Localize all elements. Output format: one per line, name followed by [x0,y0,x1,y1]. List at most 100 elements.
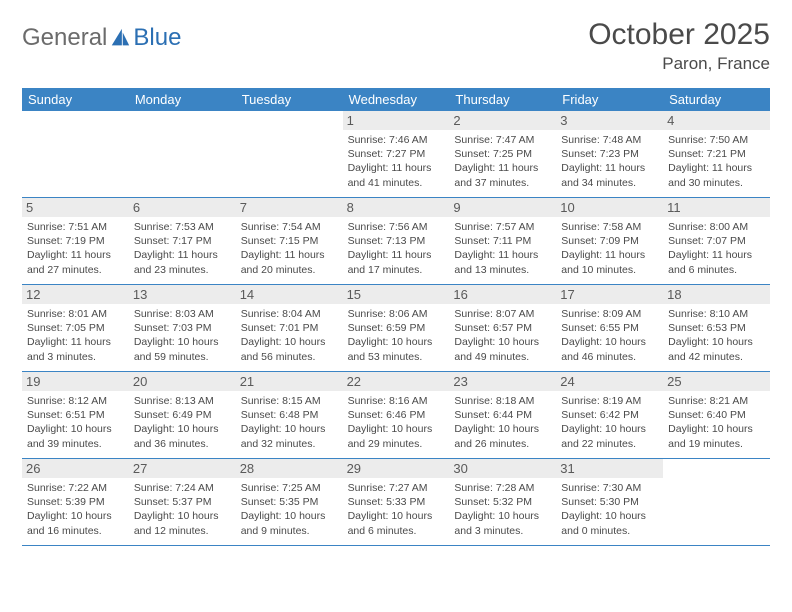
day-number: 27 [129,459,236,478]
day-details: Sunrise: 7:28 AMSunset: 5:32 PMDaylight:… [454,481,551,538]
day-number: 19 [22,372,129,391]
calendar-week: 1 Sunrise: 7:46 AMSunset: 7:27 PMDaylight… [22,111,770,198]
day-number: 11 [663,198,770,217]
calendar-day: 1 Sunrise: 7:46 AMSunset: 7:27 PMDaylight… [343,111,450,197]
day-details: Sunrise: 7:47 AMSunset: 7:25 PMDaylight:… [454,133,551,190]
day-number: 10 [556,198,663,217]
day-number: 20 [129,372,236,391]
weekday-header: Wednesday [343,88,450,111]
day-number: 24 [556,372,663,391]
day-details: Sunrise: 8:00 AMSunset: 7:07 PMDaylight:… [668,220,765,277]
day-number: 26 [22,459,129,478]
calendar-day: 11 Sunrise: 8:00 AMSunset: 7:07 PMDayligh… [663,198,770,284]
day-details: Sunrise: 8:19 AMSunset: 6:42 PMDaylight:… [561,394,658,451]
calendar-day: 21Sunrise: 8:15 AMSunset: 6:48 PMDayligh… [236,372,343,458]
day-number: 7 [236,198,343,217]
calendar-day: 29 Sunrise: 7:27 AMSunset: 5:33 PMDayligh… [343,459,450,545]
calendar-day [663,459,770,545]
day-details: Sunrise: 8:06 AMSunset: 6:59 PMDaylight:… [348,307,445,364]
day-number: 9 [449,198,556,217]
calendar-body: 1 Sunrise: 7:46 AMSunset: 7:27 PMDaylight… [22,111,770,546]
day-number: 25 [663,372,770,391]
day-details: Sunrise: 7:30 AMSunset: 5:30 PMDaylight:… [561,481,658,538]
calendar-week: 26 Sunrise: 7:22 AMSunset: 5:39 PMDayligh… [22,459,770,546]
day-details: Sunrise: 8:10 AMSunset: 6:53 PMDaylight:… [668,307,765,364]
day-number: 16 [449,285,556,304]
day-details: Sunrise: 8:01 AMSunset: 7:05 PMDaylight:… [27,307,124,364]
calendar-day [22,111,129,197]
weekday-header: Monday [129,88,236,111]
day-details: Sunrise: 7:56 AMSunset: 7:13 PMDaylight:… [348,220,445,277]
day-number: 31 [556,459,663,478]
weekday-header: Sunday [22,88,129,111]
day-number: 17 [556,285,663,304]
month-title: October 2025 [588,18,770,52]
calendar-day: 3 Sunrise: 7:48 AMSunset: 7:23 PMDaylight… [556,111,663,197]
day-number: 22 [343,372,450,391]
calendar-day: 7 Sunrise: 7:54 AMSunset: 7:15 PMDaylight… [236,198,343,284]
calendar-day: 4 Sunrise: 7:50 AMSunset: 7:21 PMDaylight… [663,111,770,197]
weekday-header: Thursday [449,88,556,111]
day-details: Sunrise: 8:12 AMSunset: 6:51 PMDaylight:… [27,394,124,451]
day-details: Sunrise: 8:18 AMSunset: 6:44 PMDaylight:… [454,394,551,451]
calendar-day: 18 Sunrise: 8:10 AMSunset: 6:53 PMDayligh… [663,285,770,371]
day-number: 29 [343,459,450,478]
day-number: 6 [129,198,236,217]
day-number: 2 [449,111,556,130]
day-details: Sunrise: 7:46 AMSunset: 7:27 PMDaylight:… [348,133,445,190]
calendar-day: 24 Sunrise: 8:19 AMSunset: 6:42 PMDayligh… [556,372,663,458]
day-number: 12 [22,285,129,304]
calendar-day: 8 Sunrise: 7:56 AMSunset: 7:13 PMDaylight… [343,198,450,284]
calendar-week: 12 Sunrise: 8:01 AMSunset: 7:05 PMDayligh… [22,285,770,372]
day-number: 23 [449,372,556,391]
calendar-day: 14Sunrise: 8:04 AMSunset: 7:01 PMDayligh… [236,285,343,371]
weekday-header-row: SundayMondayTuesdayWednesdayThursdayFrid… [22,88,770,111]
day-details: Sunrise: 7:24 AMSunset: 5:37 PMDaylight:… [134,481,231,538]
day-number: 5 [22,198,129,217]
calendar-week: 19 Sunrise: 8:12 AMSunset: 6:51 PMDayligh… [22,372,770,459]
day-number: 13 [129,285,236,304]
day-details: Sunrise: 7:57 AMSunset: 7:11 PMDaylight:… [454,220,551,277]
calendar-day: 28Sunrise: 7:25 AMSunset: 5:35 PMDayligh… [236,459,343,545]
calendar-day: 31 Sunrise: 7:30 AMSunset: 5:30 PMDayligh… [556,459,663,545]
calendar-day: 9 Sunrise: 7:57 AMSunset: 7:11 PMDaylight… [449,198,556,284]
calendar-day: 16 Sunrise: 8:07 AMSunset: 6:57 PMDayligh… [449,285,556,371]
calendar: SundayMondayTuesdayWednesdayThursdayFrid… [22,88,770,546]
day-number: 28 [236,459,343,478]
calendar-day: 27 Sunrise: 7:24 AMSunset: 5:37 PMDayligh… [129,459,236,545]
calendar-day: 2 Sunrise: 7:47 AMSunset: 7:25 PMDaylight… [449,111,556,197]
calendar-day: 26 Sunrise: 7:22 AMSunset: 5:39 PMDayligh… [22,459,129,545]
day-number: 3 [556,111,663,130]
day-details: Sunrise: 7:48 AMSunset: 7:23 PMDaylight:… [561,133,658,190]
day-details: Sunrise: 8:07 AMSunset: 6:57 PMDaylight:… [454,307,551,364]
calendar-week: 5Sunrise: 7:51 AMSunset: 7:19 PMDaylight… [22,198,770,285]
day-number: 15 [343,285,450,304]
calendar-day: 20 Sunrise: 8:13 AMSunset: 6:49 PMDayligh… [129,372,236,458]
day-details: Sunrise: 7:58 AMSunset: 7:09 PMDaylight:… [561,220,658,277]
calendar-day: 23 Sunrise: 8:18 AMSunset: 6:44 PMDayligh… [449,372,556,458]
day-number: 18 [663,285,770,304]
calendar-day: 30 Sunrise: 7:28 AMSunset: 5:32 PMDayligh… [449,459,556,545]
day-number: 8 [343,198,450,217]
calendar-day [129,111,236,197]
day-details: Sunrise: 8:09 AMSunset: 6:55 PMDaylight:… [561,307,658,364]
day-number: 1 [343,111,450,130]
calendar-day: 13 Sunrise: 8:03 AMSunset: 7:03 PMDayligh… [129,285,236,371]
day-number: 4 [663,111,770,130]
header: General Blue October 2025 Paron, France [22,18,770,74]
day-details: Sunrise: 8:03 AMSunset: 7:03 PMDaylight:… [134,307,231,364]
calendar-day: 6Sunrise: 7:53 AMSunset: 7:17 PMDaylight… [129,198,236,284]
calendar-day [236,111,343,197]
day-details: Sunrise: 7:22 AMSunset: 5:39 PMDaylight:… [27,481,124,538]
day-details: Sunrise: 7:27 AMSunset: 5:33 PMDaylight:… [348,481,445,538]
day-details: Sunrise: 8:21 AMSunset: 6:40 PMDaylight:… [668,394,765,451]
calendar-day: 19 Sunrise: 8:12 AMSunset: 6:51 PMDayligh… [22,372,129,458]
day-details: Sunrise: 7:50 AMSunset: 7:21 PMDaylight:… [668,133,765,190]
weekday-header: Saturday [663,88,770,111]
day-details: Sunrise: 8:13 AMSunset: 6:49 PMDaylight:… [134,394,231,451]
calendar-day: 15 Sunrise: 8:06 AMSunset: 6:59 PMDayligh… [343,285,450,371]
location: Paron, France [588,54,770,74]
day-details: Sunrise: 7:54 AMSunset: 7:15 PMDaylight:… [241,220,338,277]
weekday-header: Friday [556,88,663,111]
day-number: 30 [449,459,556,478]
